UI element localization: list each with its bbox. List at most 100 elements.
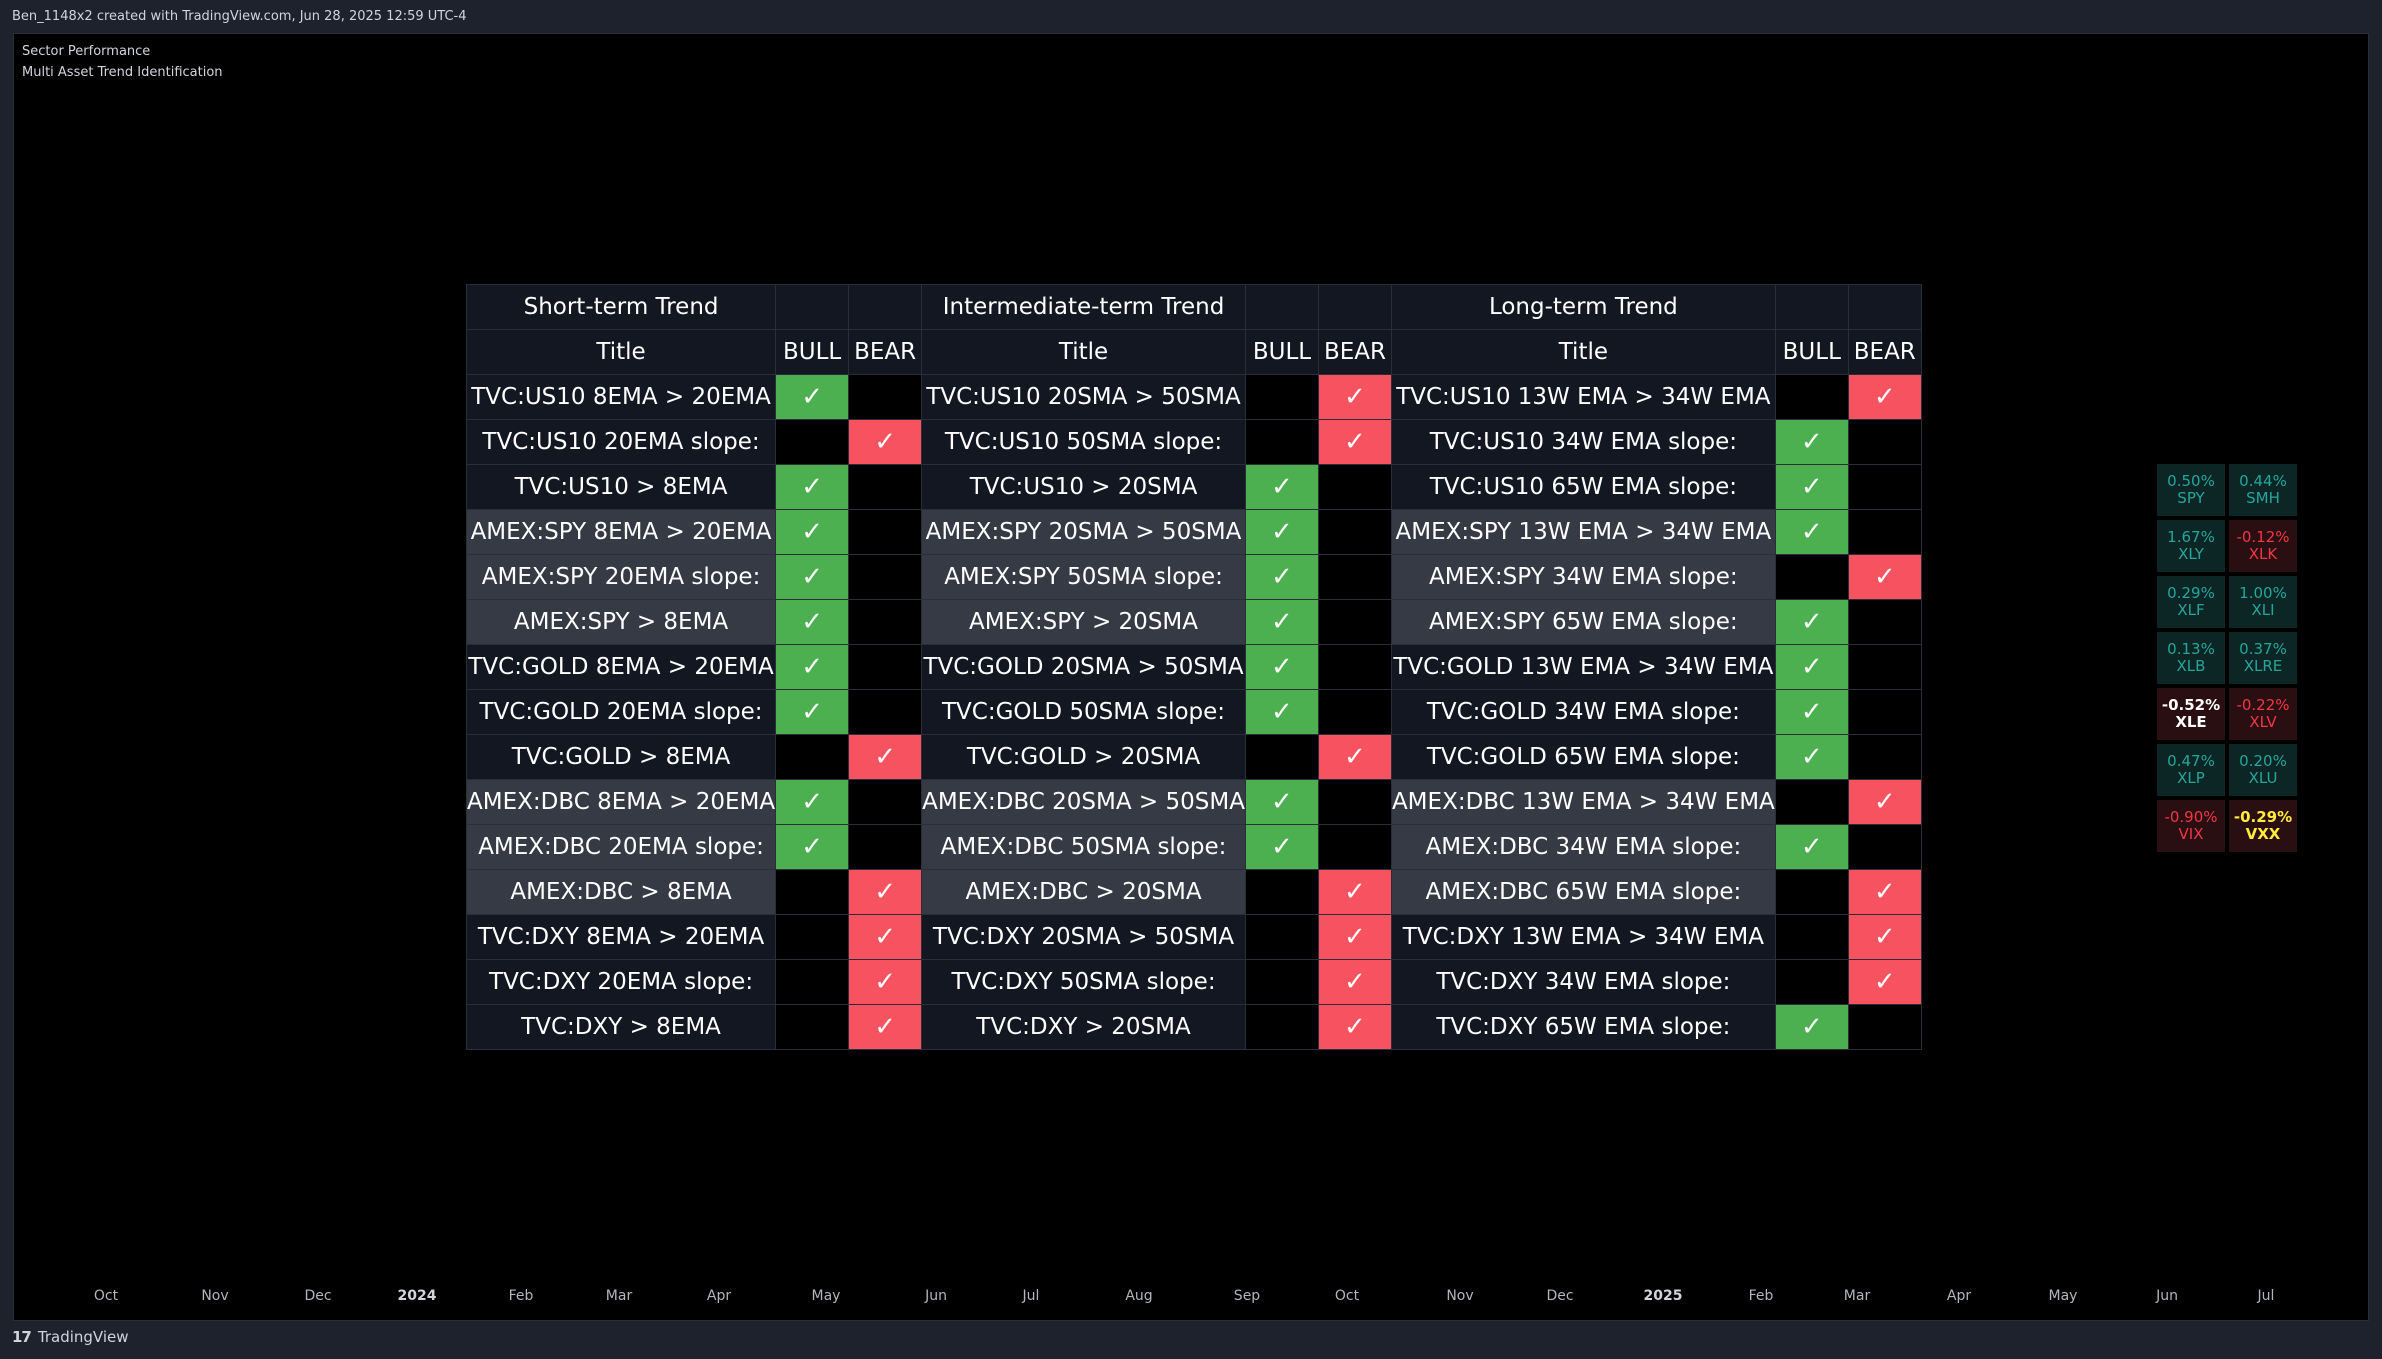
empty-flag-cell [1774,914,1849,960]
empty-flag-cell [1847,419,1922,465]
trend-condition-title: AMEX:DBC > 8EMA [465,869,777,915]
sector-cell-xlu: 0.20% XLU [2229,744,2297,796]
trend-condition-title: AMEX:SPY 65W EMA slope: [1390,599,1776,645]
sector-ticker: XLV [2249,713,2277,731]
empty-flag-cell [1847,824,1922,870]
trend-condition-title: AMEX:SPY 20SMA > 50SMA [921,509,1246,555]
trend-condition-title: TVC:DXY 20SMA > 50SMA [921,914,1246,960]
column-header-bull: BULL [1244,329,1319,375]
time-axis-tick: 2025 [1643,1288,1683,1304]
empty-flag-cell [775,419,850,465]
sector-ticker: XLRE [2243,657,2283,675]
empty-flag-cell [1317,644,1392,690]
sector-percent: -0.90% [2164,808,2218,826]
empty-flag-cell [1244,1004,1319,1050]
trend-condition-title: TVC:GOLD 50SMA slope: [921,689,1246,735]
time-axis-tick: Apr [1946,1288,1972,1304]
sector-percent: 0.50% [2167,472,2215,490]
sector-ticker: XLF [2177,601,2205,619]
bull-check-icon: ✓ [1244,644,1319,690]
sector-percent: 0.13% [2167,640,2215,658]
bear-check-icon: ✓ [1317,914,1392,960]
bull-check-icon: ✓ [775,689,850,735]
bull-check-icon: ✓ [775,464,850,510]
column-header-bear: BEAR [848,329,923,375]
table-row: TVC:US10 > 8EMA ✓ TVC:US10 > 20SMA ✓ TVC:US1… [465,464,1922,510]
empty-flag-cell [848,554,923,600]
bull-check-icon: ✓ [1244,689,1319,735]
sector-cell-smh: 0.44% SMH [2229,464,2297,516]
empty-flag-cell [1317,824,1392,870]
sector-ticker: VXX [2245,825,2281,843]
time-axis-tick: Feb [508,1288,534,1304]
sector-ticker: XLE [2175,713,2207,731]
legend-trend-identification[interactable]: Multi Asset Trend Identification [22,65,223,80]
table-row: AMEX:DBC > 8EMA ✓ AMEX:DBC > 20SMA ✓ AMEX:DB… [465,869,1922,915]
trend-condition-title: AMEX:DBC 50SMA slope: [921,824,1246,870]
sector-ticker: XLB [2176,657,2206,675]
bull-check-icon: ✓ [775,824,850,870]
empty-flag-cell [1774,779,1849,825]
legend-sector-performance[interactable]: Sector Performance [22,44,151,59]
trend-condition-title: TVC:GOLD 20SMA > 50SMA [921,644,1246,690]
bull-check-icon: ✓ [1774,419,1849,465]
bull-check-icon: ✓ [775,374,850,420]
empty-flag-cell [1847,689,1922,735]
table-row: TVC:US10 8EMA > 20EMA ✓ TVC:US10 20SMA > 5… [465,374,1922,420]
trend-condition-title: AMEX:SPY 50SMA slope: [921,554,1246,600]
empty-flag-cell [1317,779,1392,825]
trend-condition-title: TVC:DXY 20EMA slope: [465,959,777,1005]
empty-flag-cell [1774,959,1849,1005]
sector-percent: -0.29% [2233,808,2293,826]
trend-condition-title: TVC:DXY 34W EMA slope: [1390,959,1776,1005]
sector-row: 0.29% XLF 1.00% XLI [2157,576,2297,628]
time-axis-tick: Nov [201,1288,229,1304]
trend-condition-title: AMEX:DBC > 20SMA [921,869,1246,915]
bear-check-icon: ✓ [1317,734,1392,780]
bull-check-icon: ✓ [1774,464,1849,510]
trend-condition-title: AMEX:SPY > 8EMA [465,599,777,645]
empty-flag-cell [775,914,850,960]
time-axis-tick: Jul [2257,1288,2275,1304]
trend-condition-title: TVC:US10 20EMA slope: [465,419,777,465]
bear-check-icon: ✓ [1317,869,1392,915]
sector-ticker: XLP [2177,769,2205,787]
time-axis-tick: Mar [1843,1288,1871,1304]
chart-pane[interactable]: Sector Performance Multi Asset Trend Ide… [13,33,2369,1321]
bear-check-icon: ✓ [848,914,923,960]
blank-header-cell [1317,284,1392,330]
bear-check-icon: ✓ [848,959,923,1005]
empty-flag-cell [1847,1004,1922,1050]
trend-condition-title: AMEX:SPY > 20SMA [921,599,1246,645]
sector-ticker: VIX [2178,825,2204,843]
bear-check-icon: ✓ [1847,554,1922,600]
table-row: AMEX:SPY 8EMA > 20EMA ✓ AMEX:SPY 20SMA > 5… [465,509,1922,555]
sector-percent: 1.67% [2167,528,2215,546]
time-axis-tick: May [2048,1288,2078,1304]
trend-condition-title: AMEX:SPY 20EMA slope: [465,554,777,600]
time-axis-tick: Dec [1546,1288,1574,1304]
time-axis-tick: Jun [925,1288,947,1304]
tradingview-logo-icon: 17 [12,1328,32,1346]
bear-check-icon: ✓ [1847,779,1922,825]
column-header-bull: BULL [1774,329,1849,375]
trend-condition-title: TVC:US10 65W EMA slope: [1390,464,1776,510]
bull-check-icon: ✓ [775,779,850,825]
time-axis[interactable]: Oct Nov Dec 2024 Feb Mar Apr May Jun Jul Aug Sep Oct… [14,1288,2368,1310]
empty-flag-cell [1244,869,1319,915]
trend-condition-title: TVC:GOLD > 20SMA [921,734,1246,780]
empty-flag-cell [1317,464,1392,510]
bull-check-icon: ✓ [775,644,850,690]
sector-percent: -0.22% [2236,696,2290,714]
indicator-legend: Sector Performance Multi Asset Trend Ide… [22,41,223,83]
time-axis-tick: Mar [605,1288,633,1304]
bull-check-icon: ✓ [1774,824,1849,870]
trend-condition-title: TVC:DXY > 8EMA [465,1004,777,1050]
sector-cell-xlre: 0.37% XLRE [2229,632,2297,684]
blank-header-cell [1774,284,1849,330]
sector-cell-spy: 0.50% SPY [2157,464,2225,516]
column-header-bear: BEAR [1317,329,1392,375]
sector-percent: 0.20% [2239,752,2287,770]
bull-check-icon: ✓ [1774,1004,1849,1050]
empty-flag-cell [848,374,923,420]
